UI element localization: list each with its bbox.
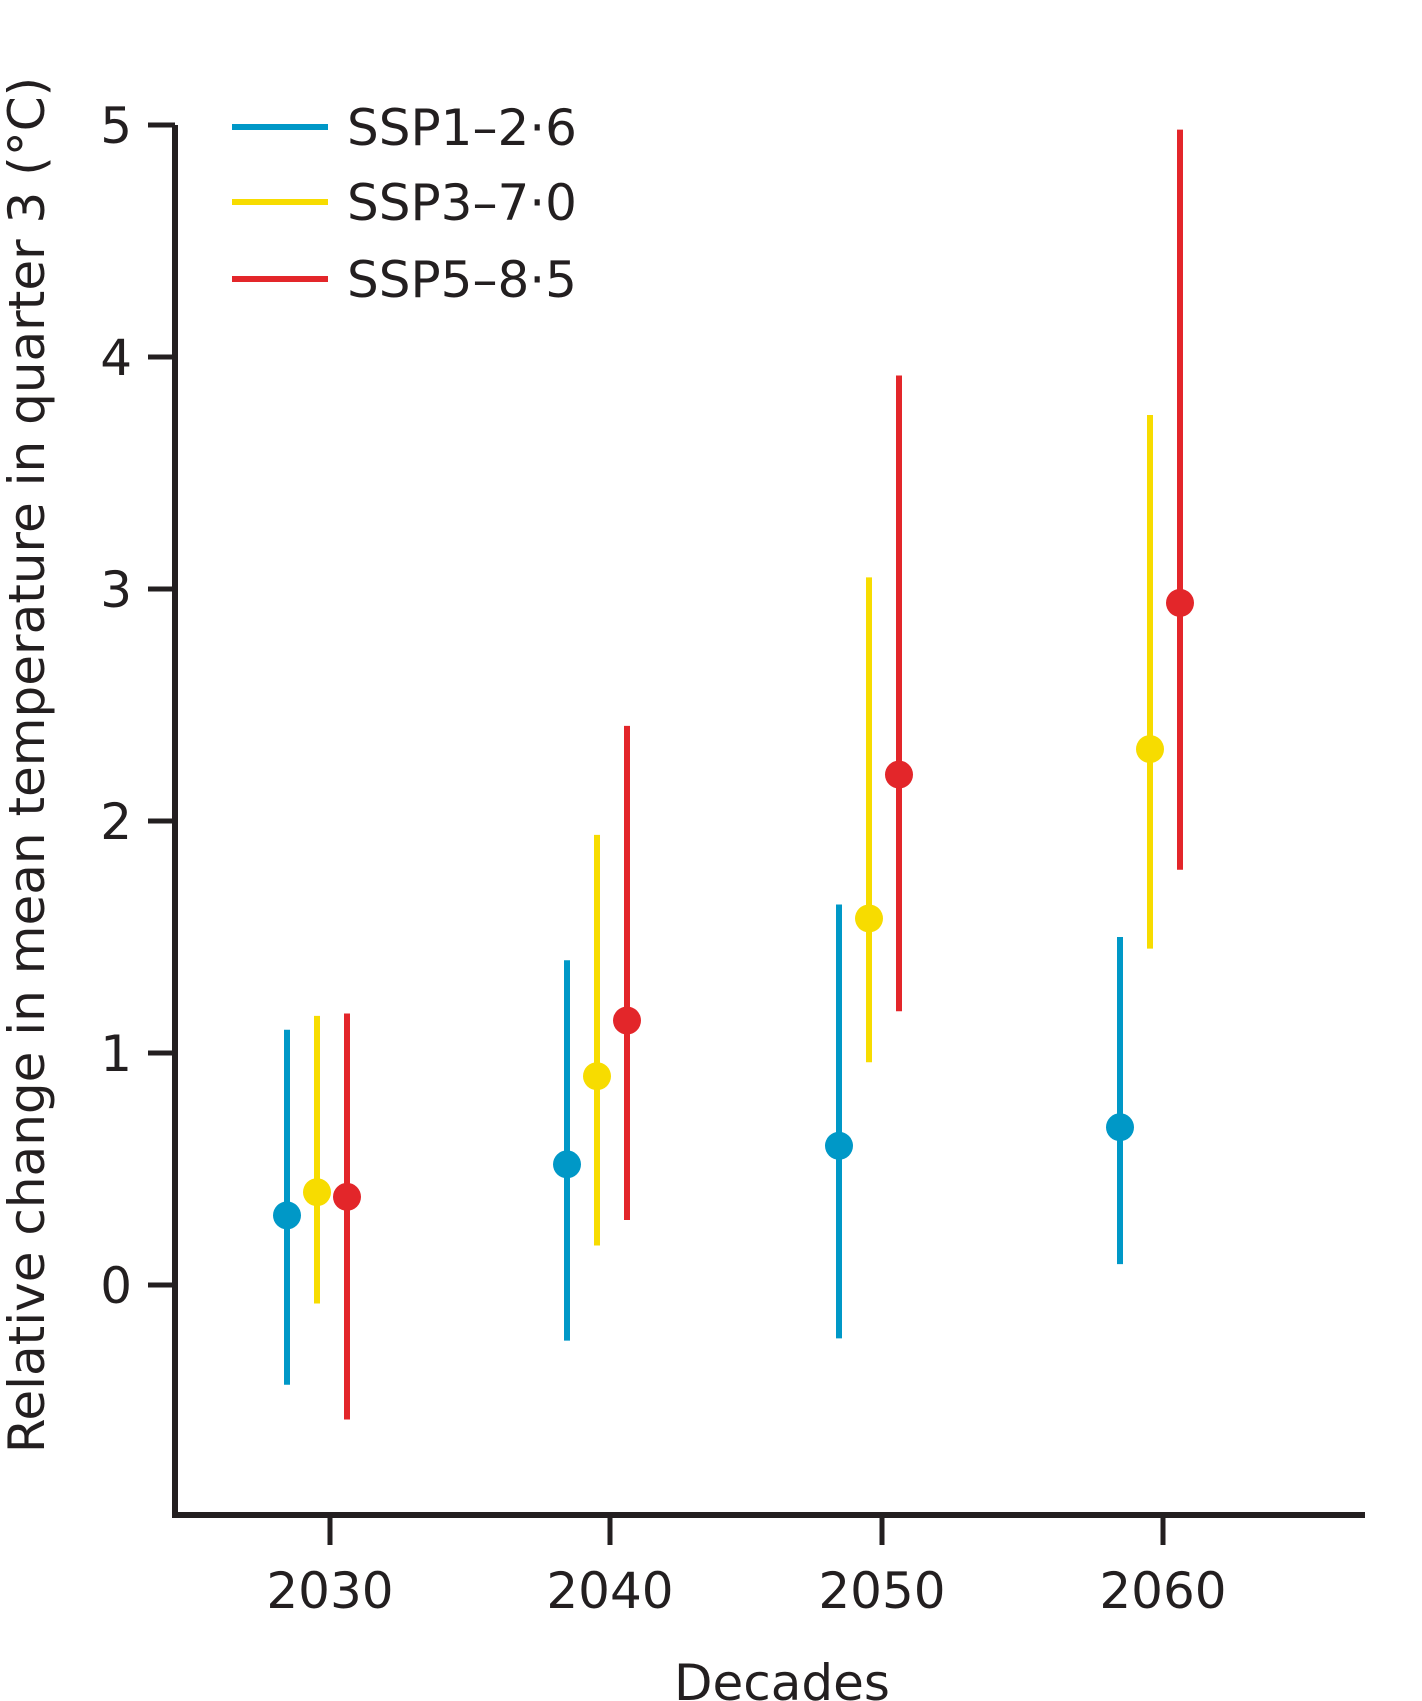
legend: SSP1–2·6 SSP3–7·0 SSP5–8·5 [232,99,577,309]
data-point [303,1178,331,1207]
data-point [583,1062,611,1091]
x-tick-label: 2030 [266,1562,393,1620]
data-point [855,904,883,933]
x-axis-title: Decades [674,1654,890,1701]
data-point [553,1150,581,1179]
x-tick-label: 2060 [1099,1562,1226,1620]
y-axis-title: Relative change in mean temperature in q… [0,77,56,1453]
data-point [885,760,913,789]
data-point [825,1131,853,1160]
legend-label: SSP3–7·0 [347,174,577,232]
y-tick-label: 0 [100,1257,132,1315]
plot-area [273,129,1194,1420]
data-point [273,1201,301,1230]
y-tick-label: 4 [100,329,132,387]
data-point [1166,588,1194,617]
legend-label: SSP1–2·6 [347,99,577,157]
axes: 0 1 2 3 4 5 2030 2040 2050 2060 [100,97,1365,1620]
data-point [1106,1113,1134,1142]
data-point [613,1006,641,1035]
legend-label: SSP5–8·5 [347,251,577,309]
data-point [1136,735,1164,764]
x-tick-label: 2050 [818,1562,945,1620]
y-tick-label: 1 [100,1025,132,1083]
y-tick-label: 5 [100,97,132,155]
y-tick-label: 2 [100,793,132,851]
data-point [333,1182,361,1211]
x-tick-label: 2040 [546,1562,673,1620]
y-tick-label: 3 [100,561,132,619]
